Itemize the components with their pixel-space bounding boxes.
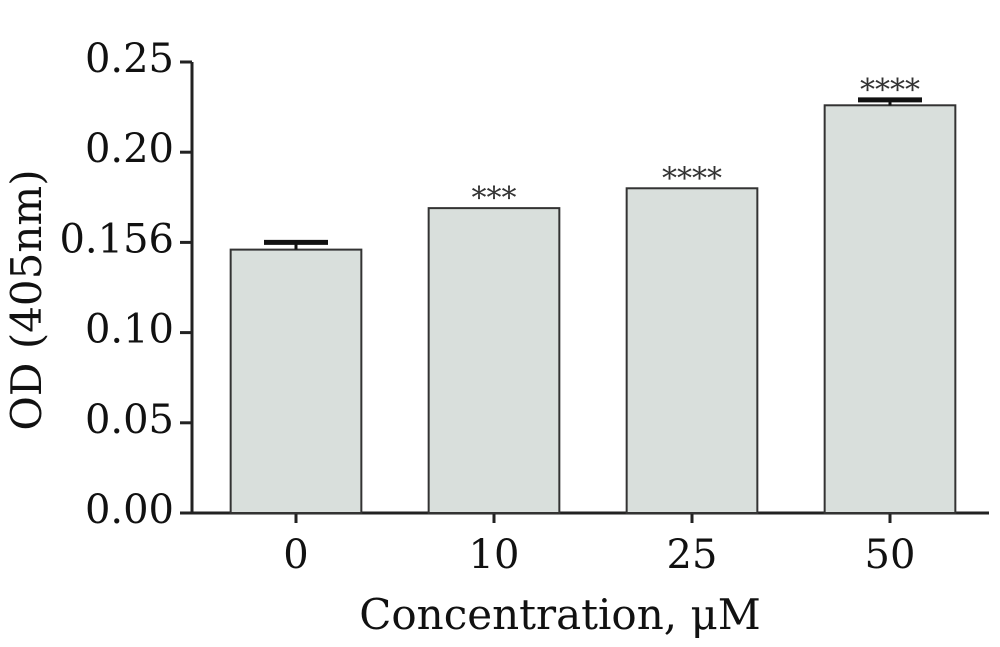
y-tick-label: 0.20 <box>85 126 174 172</box>
y-tick-label: 0.156 <box>59 216 174 262</box>
y-tick-label: 0.10 <box>85 307 174 353</box>
bar <box>625 187 759 514</box>
significance-label: *** <box>472 181 517 216</box>
y-tick-label: 0.00 <box>85 487 174 533</box>
significance-label: **** <box>662 161 722 196</box>
significance-label: **** <box>860 73 920 108</box>
y-tick-label: 0.05 <box>85 397 174 443</box>
bar <box>823 104 957 515</box>
x-tick-label: 50 <box>865 532 916 578</box>
x-tick-label: 0 <box>283 532 308 578</box>
x-tick-label: 25 <box>667 532 718 578</box>
bar <box>229 248 363 514</box>
x-axis-title: Concentration, μM <box>359 590 761 639</box>
y-tick-label: 0.25 <box>85 36 174 82</box>
y-axis-title: OD (405nm) <box>2 169 51 430</box>
x-tick-label: 10 <box>469 532 520 578</box>
bar <box>427 207 561 514</box>
